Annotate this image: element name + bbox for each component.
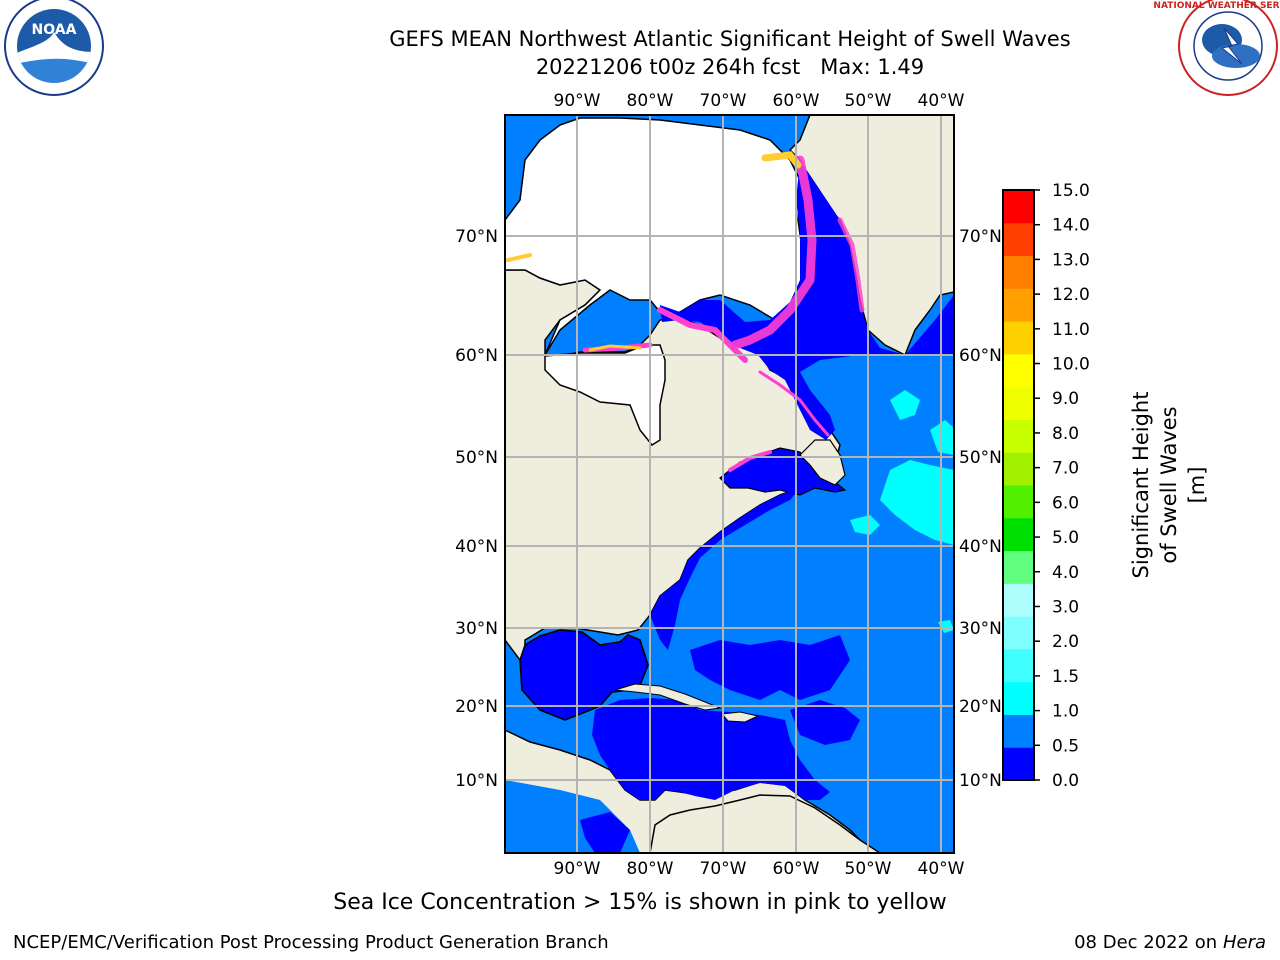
colorbar-tick-label: 13.0: [1052, 250, 1090, 270]
colorbar-tick-label: 14.0: [1052, 216, 1090, 236]
colorbar-tick-label: 8.0: [1052, 424, 1079, 444]
colorbar-segment: [1003, 190, 1034, 224]
colorbar-tick-label: 0.5: [1052, 736, 1079, 756]
colorbar-segment: [1003, 222, 1034, 257]
colorbar: 0.0 0.5 1.0 1.5 2.0 3.0 4.0 5.0 6.0 7.0 8.0 9.0 10.0…: [1002, 181, 1090, 791]
map-area: [505, 115, 954, 853]
land-hispaniola: [721, 711, 760, 723]
noaa-logo: NOAA: [4, 0, 104, 96]
colorbar-segment: [1003, 321, 1034, 355]
lon-label: 70°W: [700, 91, 747, 111]
colorbar-segment: [1003, 255, 1034, 289]
colorbar-tick-label: 12.0: [1052, 285, 1090, 305]
colorbar-tick-label: 0.0: [1052, 771, 1079, 791]
lat-label: 40°N: [455, 537, 498, 557]
colorbar-segment: [1003, 353, 1034, 388]
lon-labels-top: 90°W 80°W 70°W 60°W 50°W 40°W: [554, 91, 965, 111]
colorbar-segment: [1003, 747, 1034, 781]
colorbar-segment: [1003, 485, 1034, 519]
colorbar-frame: [1002, 189, 1035, 781]
lon-label: 60°W: [773, 91, 820, 111]
colorbar-segment: [1003, 714, 1034, 748]
ocean-coastal-band: [650, 488, 800, 650]
lat-labels-right: 70°N 60°N 50°N 40°N 30°N 20°N 10°N: [959, 227, 1002, 791]
nws-logo: NATIONAL WEATHER SERVICE: [1153, 0, 1280, 96]
footer-credit: NCEP/EMC/Verification Post Processing Pr…: [13, 932, 609, 953]
lon-label: 80°W: [627, 859, 674, 879]
lon-label: 50°W: [845, 859, 892, 879]
colorbar-segment: [1003, 386, 1034, 420]
footer-host: Hera: [1222, 932, 1266, 953]
land-south-america: [649, 794, 882, 853]
ocean-atlantic-low-patch-2: [790, 700, 860, 745]
colorbar-tick-label: 6.0: [1052, 493, 1079, 513]
map-frame: [504, 114, 955, 854]
lat-label: 70°N: [959, 227, 1002, 247]
ocean-labrador-low: [660, 160, 954, 440]
lat-label: 10°N: [959, 771, 1002, 791]
lat-label: 50°N: [455, 448, 498, 468]
ocean-gulf-st-lawrence: [719, 447, 847, 496]
ocean-high-swell: [880, 460, 954, 545]
sea-ice-caption: Sea Ice Concentration > 15% is shown in …: [333, 890, 947, 915]
ocean-pacific-low: [580, 812, 630, 853]
colorbar-tick-label: 9.0: [1052, 389, 1079, 409]
land-cuba: [614, 683, 722, 711]
colorbar-segment: [1003, 288, 1034, 322]
lat-label: 60°N: [959, 346, 1002, 366]
lat-label: 20°N: [455, 697, 498, 717]
colorbar-segment: [1003, 517, 1034, 552]
colorbar-segment: [1003, 648, 1034, 683]
lat-label: 50°N: [959, 448, 1002, 468]
map-subtitle: 20221206 t00z 264h fcst Max: 1.49: [535, 55, 925, 79]
colorbar-segment: [1003, 681, 1034, 715]
colorbar-tick-label: 3.0: [1052, 597, 1079, 617]
map-title: GEFS MEAN Northwest Atlantic Significant…: [389, 27, 1071, 51]
colorbar-tick-label: 1.5: [1052, 667, 1079, 687]
lat-label: 10°N: [455, 771, 498, 791]
lat-label: 70°N: [455, 227, 498, 247]
ocean-high-swell-2: [890, 390, 920, 420]
sea-ice: [506, 151, 865, 472]
lon-labels-bottom: 90°W 80°W 70°W 60°W 50°W 40°W: [554, 859, 965, 879]
lon-label: 90°W: [554, 859, 601, 879]
lon-label: 50°W: [845, 91, 892, 111]
lat-label: 40°N: [959, 537, 1002, 557]
colorbar-label: Significant Height of Swell Waves [m]: [1129, 391, 1209, 579]
colorbar-tick-label: 4.0: [1052, 563, 1079, 583]
colorbar-tick-label: 2.0: [1052, 632, 1079, 652]
ocean-atlantic-low-patch: [690, 635, 850, 700]
colorbar-segment: [1003, 583, 1034, 617]
ocean-caribbean: [592, 698, 830, 800]
colorbar-segment: [1003, 419, 1034, 453]
lat-label: 60°N: [455, 346, 498, 366]
colorbar-tick-label: 1.0: [1052, 702, 1079, 722]
colorbar-tick-label: 5.0: [1052, 528, 1079, 548]
colorbar-segment: [1003, 452, 1034, 486]
lon-label: 70°W: [700, 859, 747, 879]
lon-label: 40°W: [918, 91, 965, 111]
ocean-high-swell-4: [850, 515, 880, 535]
noaa-text: NOAA: [32, 22, 77, 38]
lat-label: 30°N: [959, 619, 1002, 639]
lat-label: 30°N: [455, 619, 498, 639]
colorbar-tick-label: 11.0: [1052, 320, 1090, 340]
colorbar-tick-label: 10.0: [1052, 355, 1090, 375]
svg-text:NATIONAL WEATHER SERVICE: NATIONAL WEATHER SERVICE: [1153, 1, 1280, 11]
lon-label: 90°W: [554, 91, 601, 111]
lon-label: 60°W: [773, 859, 820, 879]
lon-label: 80°W: [627, 91, 674, 111]
lat-labels-left: 70°N 60°N 50°N 40°N 30°N 20°N 10°N: [455, 227, 498, 791]
colorbar-segment: [1003, 550, 1034, 584]
colorbar-tick-label: 7.0: [1052, 459, 1079, 479]
lat-label: 20°N: [959, 697, 1002, 717]
gridlines: [505, 115, 954, 853]
colorbar-segment: [1003, 616, 1034, 650]
footer-date: 08 Dec 2022 on Hera: [1074, 932, 1266, 953]
land-newfoundland: [799, 439, 846, 486]
lon-label: 40°W: [918, 859, 965, 879]
colorbar-tick-label: 15.0: [1052, 181, 1090, 201]
footer-date-text: 08 Dec 2022 on: [1074, 932, 1218, 953]
